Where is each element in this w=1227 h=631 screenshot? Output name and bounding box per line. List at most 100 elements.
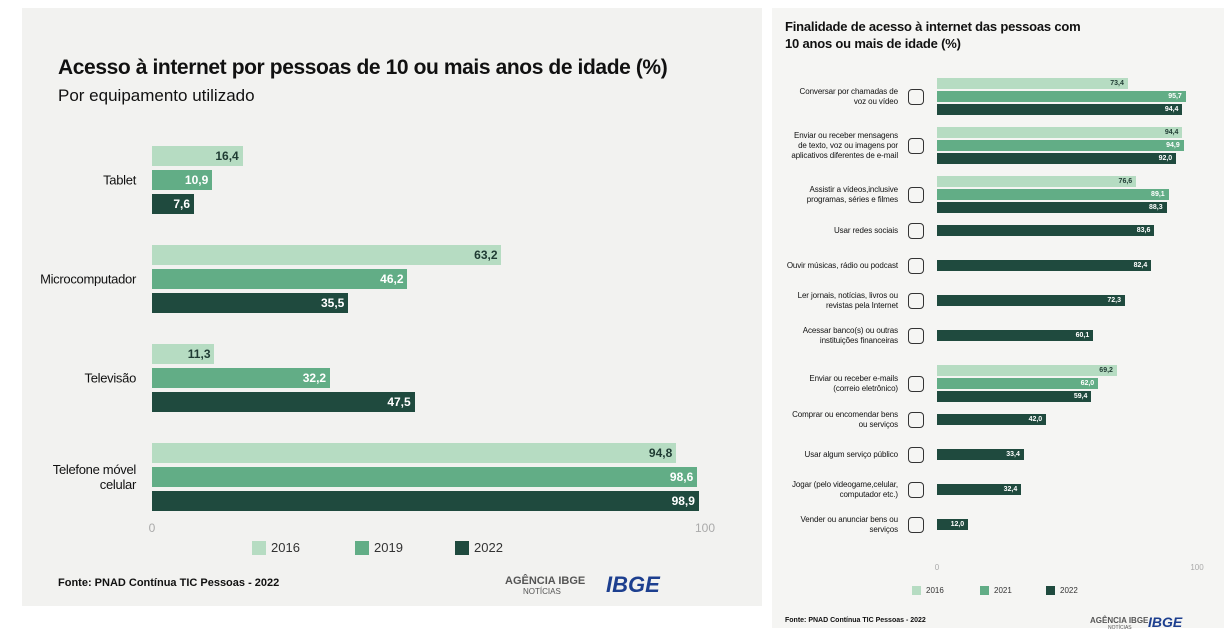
bar (152, 443, 677, 463)
bar (152, 245, 502, 265)
value-label: 46,2 (380, 272, 404, 286)
logo-text: AGÊNCIA IBGE (1090, 616, 1149, 625)
value-label: 94,4 (1164, 129, 1179, 136)
bar (152, 170, 213, 190)
bar (152, 467, 698, 487)
bar (937, 140, 1184, 151)
category-icon (908, 257, 924, 274)
category-icon (908, 186, 924, 203)
category-label: Telefone móvel celular (52, 462, 137, 492)
bar (937, 127, 1183, 138)
legend-swatch (455, 541, 469, 555)
chart-subtitle: Por equipamento utilizado (58, 86, 255, 105)
value-label: 94,8 (648, 446, 673, 460)
category-icon (908, 375, 924, 392)
x-tick-label: 0 (148, 521, 156, 535)
value-label: 59,4 (1073, 393, 1088, 400)
legend-swatch (355, 541, 369, 555)
category-label: Usar algum serviço público (804, 449, 899, 459)
value-label: 35,5 (320, 296, 345, 310)
value-label: 98,6 (669, 470, 694, 484)
legend-swatch (912, 586, 921, 595)
category-icon (908, 446, 924, 463)
category-icon (908, 292, 924, 309)
bar (152, 392, 415, 412)
chart-title: Acesso à internet por pessoas de 10 ou m… (58, 56, 668, 79)
category-label: Usar redes sociais (833, 225, 898, 235)
category-label: Tablet (103, 172, 136, 188)
legend-label: 2022 (474, 540, 503, 555)
logo-subtext: NOTÍCIAS (1108, 625, 1132, 631)
x-tick-label: 100 (694, 521, 716, 535)
category-label: Microcomputador (40, 271, 136, 287)
category-label: Ler jornais, notícias, livros ou revista… (797, 290, 899, 310)
category-icon (908, 516, 924, 533)
category-icon (908, 222, 924, 239)
value-label: 88,3 (1148, 204, 1163, 211)
value-label: 62,0 (1080, 380, 1095, 387)
category-label: Televisão (84, 370, 137, 386)
value-label: 7,6 (173, 197, 191, 211)
bar (937, 484, 1022, 495)
category-label: Conversar por chamadas de voz ou vídeo (799, 86, 899, 106)
value-label: 63,2 (474, 248, 498, 262)
bar (152, 344, 215, 364)
value-label: 32,4 (1003, 486, 1018, 493)
value-label: 83,6 (1136, 227, 1151, 234)
category-icon (908, 137, 924, 154)
bar (937, 91, 1186, 102)
bar (937, 104, 1183, 115)
bar (152, 194, 195, 214)
source-note: Fonte: PNAD Contínua TIC Pessoas - 2022 (58, 577, 280, 589)
bar (937, 365, 1117, 376)
source-note: Fonte: PNAD Contínua TIC Pessoas - 2022 (785, 617, 926, 624)
category-label: Ouvir músicas, rádio ou podcast (786, 260, 898, 270)
value-label: 47,5 (387, 395, 411, 409)
x-tick-label: 0 (934, 563, 940, 572)
value-label: 60,1 (1075, 332, 1090, 339)
legend-swatch (1046, 586, 1055, 595)
category-label: Acessar banco(s) ou outras instituições … (802, 325, 898, 345)
value-label: 73,4 (1110, 80, 1124, 87)
logo-text: AGÊNCIA IBGE (505, 575, 586, 587)
category-icon (908, 481, 924, 498)
value-label: 82,4 (1133, 262, 1148, 269)
value-label: 76,6 (1118, 178, 1133, 185)
value-label: 94,4 (1164, 106, 1179, 113)
bar (937, 225, 1155, 236)
bar (937, 449, 1024, 460)
bar (937, 176, 1137, 187)
bar (937, 153, 1177, 164)
category-icon (908, 327, 924, 344)
value-label: 10,9 (184, 173, 209, 187)
value-label: 94,9 (1166, 142, 1180, 149)
value-label: 98,9 (671, 494, 695, 508)
value-label: 32,2 (302, 371, 327, 385)
bar (937, 260, 1152, 271)
category-label: Enviar ou receber e-mails (correio eletr… (809, 373, 898, 393)
legend-swatch (980, 586, 989, 595)
bar (152, 269, 408, 289)
category-icon (908, 88, 924, 105)
chart-title: Finalidade de acesso à internet das pess… (785, 19, 1081, 51)
value-label: 69,2 (1099, 367, 1113, 374)
bar (937, 519, 969, 530)
bar (152, 491, 699, 511)
bar (937, 78, 1128, 89)
value-label: 16,4 (215, 149, 239, 163)
value-label: 42,0 (1028, 416, 1043, 423)
legend-label: 2019 (374, 540, 403, 555)
logo-ibge: IBGE (606, 572, 660, 597)
value-label: 95,7 (1168, 93, 1182, 100)
value-label: 89,1 (1151, 191, 1165, 198)
category-label: Assistir a vídeos,inclusive programas, s… (806, 184, 898, 204)
bar (937, 414, 1047, 425)
category-label: Jogar (pelo videogame,celular, computado… (792, 479, 898, 499)
category-label: Vender ou anunciar bens ou serviços (800, 514, 899, 534)
category-icon (908, 411, 924, 428)
bar (937, 295, 1125, 306)
bar (937, 202, 1167, 213)
bar (152, 293, 349, 313)
value-label: 11,3 (187, 347, 211, 361)
